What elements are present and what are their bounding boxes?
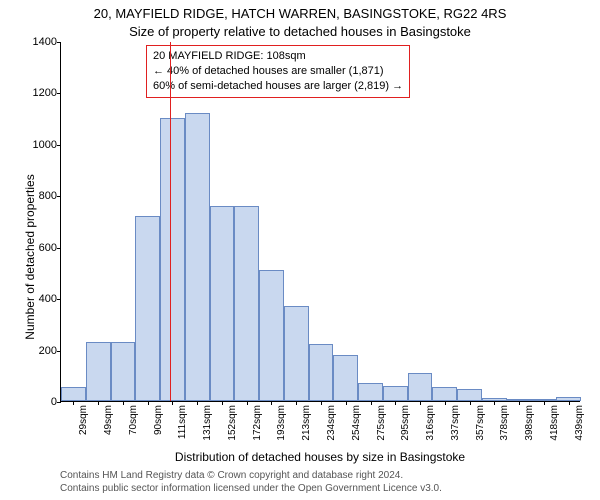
x-tick-mark bbox=[470, 401, 471, 405]
info-box-line1: 20 MAYFIELD RIDGE: 108sqm bbox=[153, 49, 403, 64]
x-tick-mark bbox=[247, 401, 248, 405]
x-tick-mark bbox=[321, 401, 322, 405]
x-tick-label: 254sqm bbox=[349, 405, 362, 441]
histogram-bar bbox=[185, 113, 210, 401]
footer: Contains HM Land Registry data © Crown c… bbox=[60, 470, 442, 495]
x-tick-mark bbox=[98, 401, 99, 405]
x-tick-label: 90sqm bbox=[151, 405, 164, 435]
histogram-bar bbox=[135, 216, 160, 401]
x-tick-label: 398sqm bbox=[522, 405, 535, 441]
x-tick-label: 418sqm bbox=[547, 405, 560, 441]
x-tick-label: 316sqm bbox=[423, 405, 436, 441]
x-tick-label: 172sqm bbox=[250, 405, 263, 441]
marker-line bbox=[170, 42, 171, 401]
y-tick-mark bbox=[57, 402, 61, 403]
x-tick-mark bbox=[222, 401, 223, 405]
y-tick-mark bbox=[57, 93, 61, 94]
histogram-bar bbox=[383, 386, 408, 401]
x-tick-label: 131sqm bbox=[200, 405, 213, 441]
x-tick-mark bbox=[123, 401, 124, 405]
x-tick-label: 357sqm bbox=[473, 405, 486, 441]
x-tick-mark bbox=[395, 401, 396, 405]
x-tick-label: 193sqm bbox=[274, 405, 287, 441]
x-tick-label: 213sqm bbox=[299, 405, 312, 441]
chart-container: 20, MAYFIELD RIDGE, HATCH WARREN, BASING… bbox=[0, 0, 600, 500]
footer-line2: Contains public sector information licen… bbox=[60, 483, 442, 496]
histogram-bar bbox=[61, 387, 86, 401]
y-tick-mark bbox=[57, 248, 61, 249]
x-tick-mark bbox=[271, 401, 272, 405]
x-tick-label: 439sqm bbox=[572, 405, 585, 441]
chart-title-line1: 20, MAYFIELD RIDGE, HATCH WARREN, BASING… bbox=[0, 6, 600, 21]
x-tick-label: 111sqm bbox=[175, 405, 188, 439]
histogram-bar bbox=[210, 206, 235, 401]
y-tick-mark bbox=[57, 145, 61, 146]
x-tick-mark bbox=[346, 401, 347, 405]
x-tick-label: 378sqm bbox=[497, 405, 510, 441]
info-box: 20 MAYFIELD RIDGE: 108sqm ← 40% of detac… bbox=[146, 45, 410, 98]
histogram-bar bbox=[432, 387, 457, 401]
x-tick-mark bbox=[544, 401, 545, 405]
y-tick-mark bbox=[57, 351, 61, 352]
x-tick-label: 295sqm bbox=[398, 405, 411, 441]
histogram-bar bbox=[259, 270, 284, 401]
x-tick-label: 49sqm bbox=[101, 405, 114, 435]
histogram-bar bbox=[234, 206, 259, 401]
x-axis-label: Distribution of detached houses by size … bbox=[60, 450, 580, 464]
x-tick-mark bbox=[569, 401, 570, 405]
x-tick-mark bbox=[296, 401, 297, 405]
x-tick-mark bbox=[148, 401, 149, 405]
x-tick-label: 234sqm bbox=[324, 405, 337, 441]
x-tick-label: 70sqm bbox=[126, 405, 139, 435]
histogram-bar bbox=[160, 118, 185, 401]
x-tick-mark bbox=[445, 401, 446, 405]
histogram-bar bbox=[284, 306, 309, 401]
x-tick-label: 152sqm bbox=[225, 405, 238, 441]
x-tick-label: 337sqm bbox=[448, 405, 461, 441]
info-box-line2: ← 40% of detached houses are smaller (1,… bbox=[153, 64, 403, 79]
x-tick-mark bbox=[420, 401, 421, 405]
chart-title-line2: Size of property relative to detached ho… bbox=[0, 24, 600, 39]
x-tick-mark bbox=[73, 401, 74, 405]
x-tick-mark bbox=[197, 401, 198, 405]
histogram-bar bbox=[358, 383, 383, 401]
histogram-bar bbox=[86, 342, 111, 401]
histogram-bar bbox=[333, 355, 358, 401]
y-tick-mark bbox=[57, 196, 61, 197]
info-box-line3: 60% of semi-detached houses are larger (… bbox=[153, 79, 403, 94]
histogram-bar bbox=[457, 389, 482, 401]
x-tick-mark bbox=[172, 401, 173, 405]
x-tick-label: 275sqm bbox=[374, 405, 387, 441]
y-tick-mark bbox=[57, 299, 61, 300]
y-tick-mark bbox=[57, 42, 61, 43]
y-axis-label: Number of detached properties bbox=[23, 157, 37, 357]
histogram-bar bbox=[309, 344, 334, 401]
x-tick-mark bbox=[519, 401, 520, 405]
x-tick-mark bbox=[494, 401, 495, 405]
x-tick-mark bbox=[371, 401, 372, 405]
histogram-bar bbox=[111, 342, 136, 401]
footer-line1: Contains HM Land Registry data © Crown c… bbox=[60, 470, 442, 483]
x-tick-label: 29sqm bbox=[76, 405, 89, 435]
histogram-bar bbox=[408, 373, 433, 401]
plot-area: 20 MAYFIELD RIDGE: 108sqm ← 40% of detac… bbox=[60, 42, 580, 402]
